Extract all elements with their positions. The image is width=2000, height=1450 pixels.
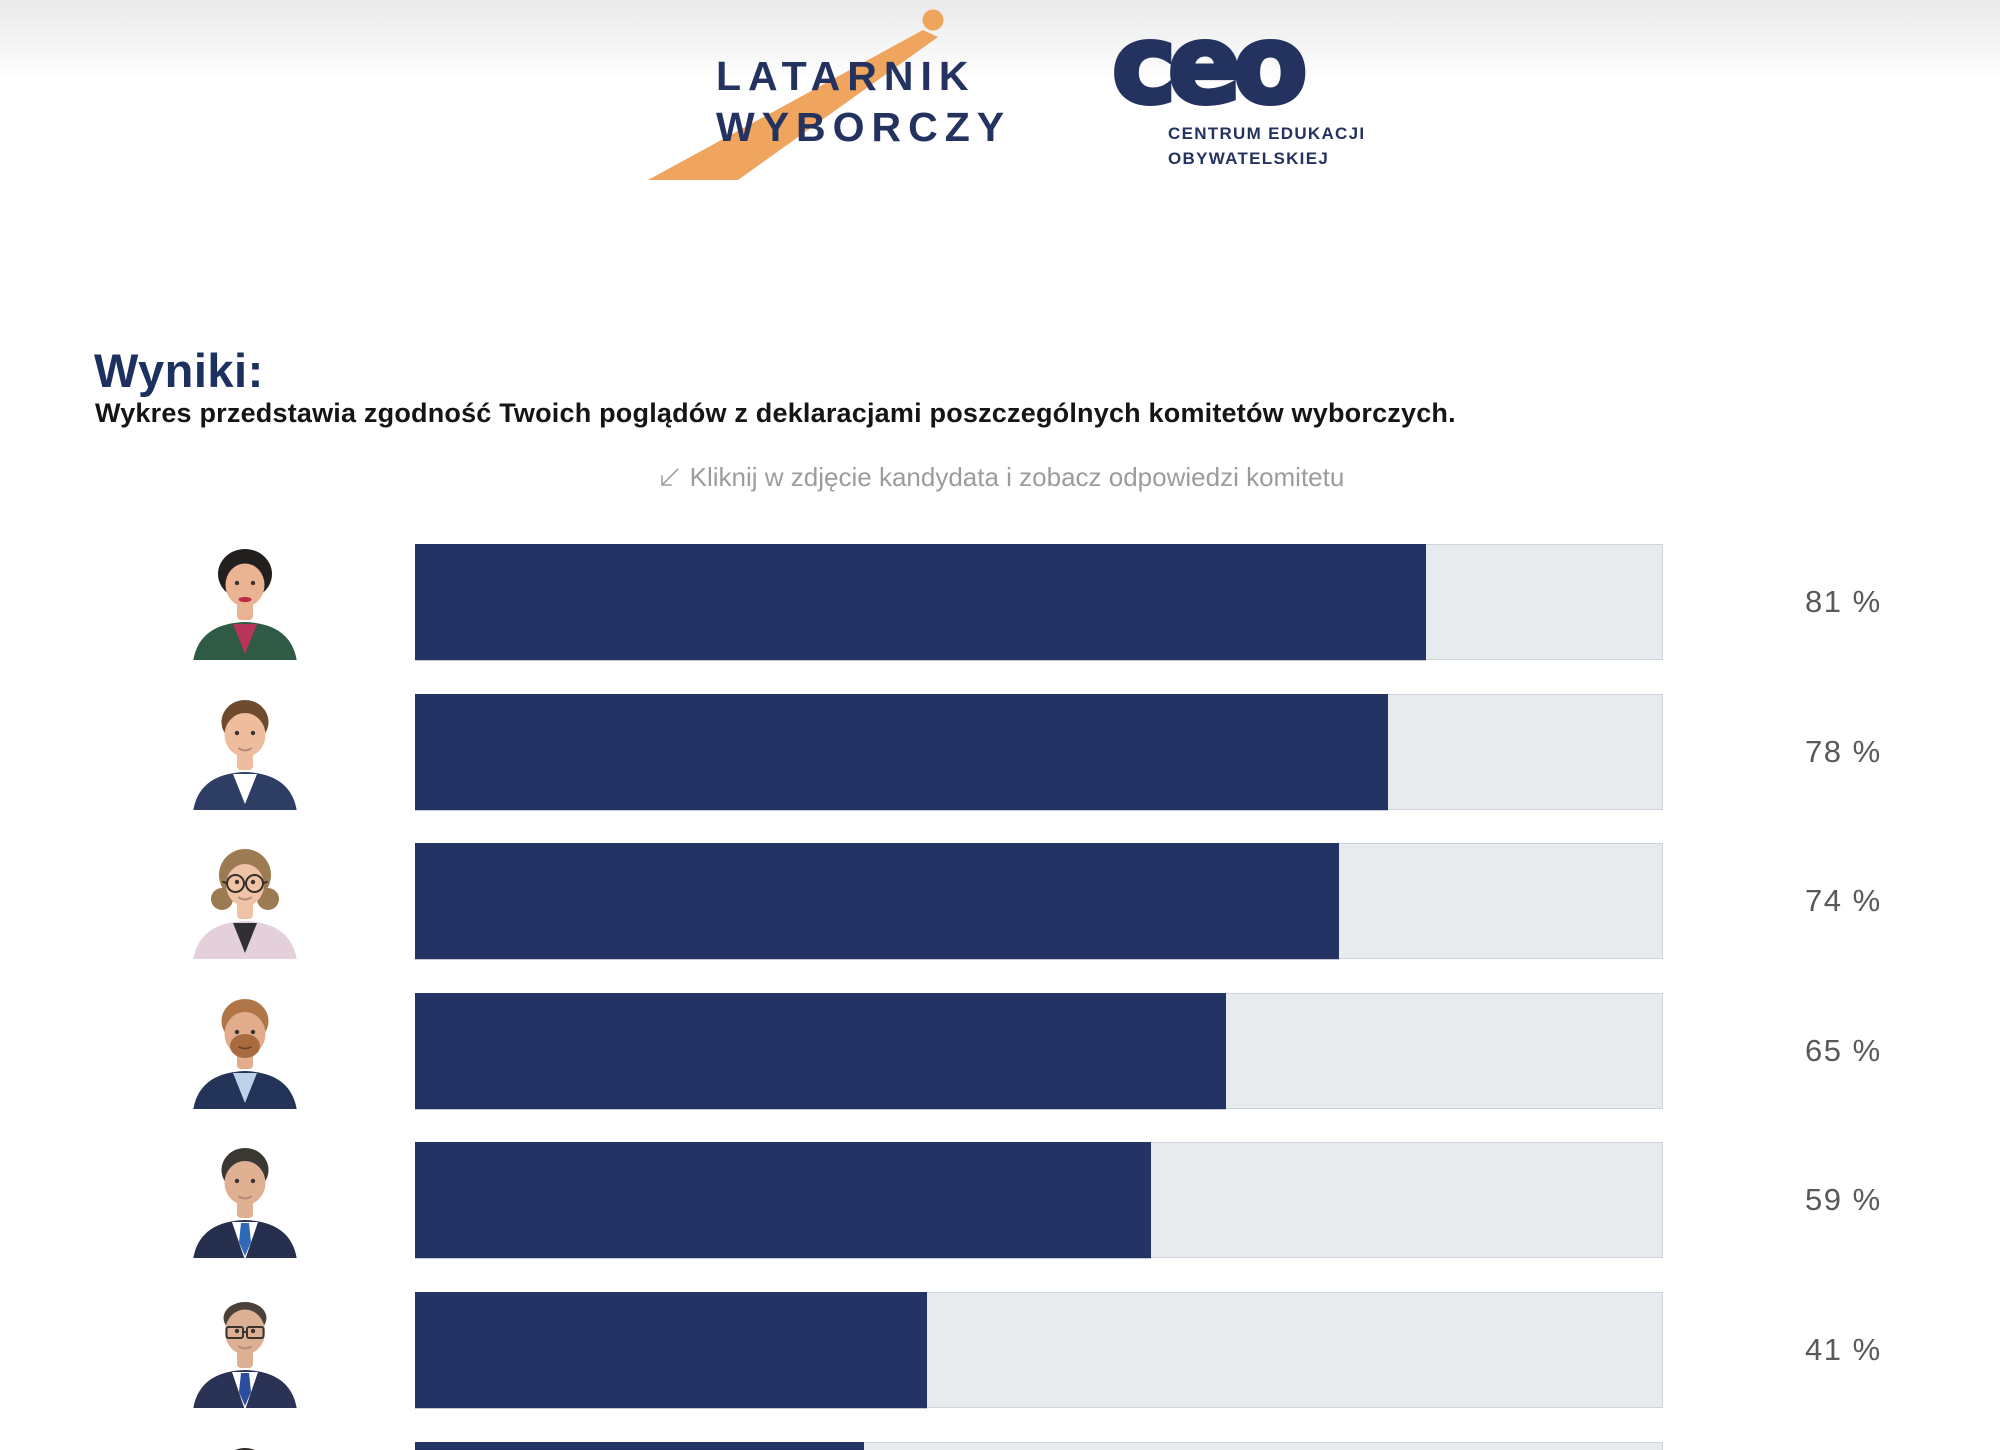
- ceo-logo-subtext-line1: CENTRUM EDUKACJI: [1168, 124, 1366, 143]
- ceo-logo: ceo CENTRUM EDUKACJI OBYWATELSKIEJ: [1110, 3, 1432, 168]
- latarnik-logo-line1: LATARNIK: [716, 53, 975, 99]
- candidate-avatar-illustration: [193, 699, 297, 810]
- candidate-photo-2[interactable]: [185, 694, 305, 810]
- candidate-row-6: 41 %: [0, 1291, 2000, 1408]
- match-bar-track-6: [415, 1291, 1663, 1408]
- match-percent-label-1: 81 %: [1805, 584, 1882, 619]
- match-bar-track-3: [415, 843, 1663, 960]
- candidate-row-7: [0, 1441, 2000, 1450]
- candidate-photo-5[interactable]: [185, 1142, 305, 1259]
- match-bar-fill-7: [415, 1441, 865, 1450]
- match-percent-label-2: 78 %: [1805, 733, 1882, 769]
- match-bar-track-5: [415, 1142, 1663, 1259]
- match-bar-track-2: [415, 693, 1663, 810]
- ceo-logo-subtext: CENTRUM EDUKACJI OBYWATELSKIEJ: [1168, 122, 1365, 171]
- match-bar-fill-5: [415, 1142, 1152, 1259]
- candidate-avatar-illustration: [193, 1148, 297, 1259]
- results-subtitle: Wykres przedstawia zgodność Twoich poglą…: [95, 398, 1456, 428]
- latarnik-wyborczy-logo: LATARNIK WYBORCZY: [648, 9, 1011, 180]
- candidate-row-5: 59 %: [0, 1142, 2000, 1259]
- candidate-avatar-illustration: [234, 1447, 256, 1450]
- match-percent-label-6: 41 %: [1805, 1331, 1882, 1367]
- match-bar-track-7: [415, 1441, 1663, 1450]
- page-title: Wyniki:: [94, 344, 264, 398]
- match-percent-label-5: 59 %: [1805, 1182, 1882, 1218]
- candidate-row-2: 78 %: [0, 693, 2000, 810]
- candidate-avatar-illustration: [193, 1301, 297, 1408]
- candidate-row-4: 65 %: [0, 992, 2000, 1109]
- match-bar-fill-4: [415, 992, 1227, 1109]
- candidate-avatar-illustration: [193, 549, 297, 660]
- candidate-avatar-illustration: [193, 849, 297, 960]
- candidate-row-1: 81 %: [0, 544, 2000, 660]
- candidate-avatar-illustration: [193, 998, 297, 1109]
- ceo-logo-subtext-line2: OBYWATELSKIEJ: [1168, 148, 1330, 168]
- candidate-photo-1[interactable]: [185, 544, 305, 660]
- results-hint-text: Kliknij w zdjęcie kandydata i zobacz odp…: [689, 462, 1345, 492]
- match-bar-track-4: [415, 992, 1663, 1109]
- match-bar-fill-6: [415, 1291, 927, 1408]
- match-bar-fill-2: [415, 693, 1389, 810]
- candidate-photo-7[interactable]: [185, 1442, 305, 1450]
- match-bar-fill-1: [415, 544, 1426, 660]
- candidate-photo-4[interactable]: [185, 993, 305, 1109]
- match-bar-track-1: [415, 544, 1663, 660]
- lighthouse-beam-icon: [648, 9, 944, 180]
- results-bar-list: 81 % 78 % 74 % 65 % 59 % 41 %: [0, 544, 2000, 1450]
- candidate-row-3: 74 %: [0, 843, 2000, 960]
- candidate-photo-3[interactable]: [185, 843, 305, 960]
- match-bar-fill-3: [415, 843, 1339, 960]
- candidate-photo-6[interactable]: [185, 1292, 305, 1408]
- ceo-logo-acronym: ceo: [1110, 3, 1310, 128]
- match-percent-label-3: 74 %: [1805, 883, 1882, 919]
- arrow-down-left-icon: [660, 468, 679, 486]
- match-percent-label-4: 65 %: [1805, 1032, 1882, 1068]
- latarnik-logo-line2: WYBORCZY: [716, 104, 1011, 150]
- results-hint: Kliknij w zdjęcie kandydata i zobacz odp…: [0, 462, 2000, 493]
